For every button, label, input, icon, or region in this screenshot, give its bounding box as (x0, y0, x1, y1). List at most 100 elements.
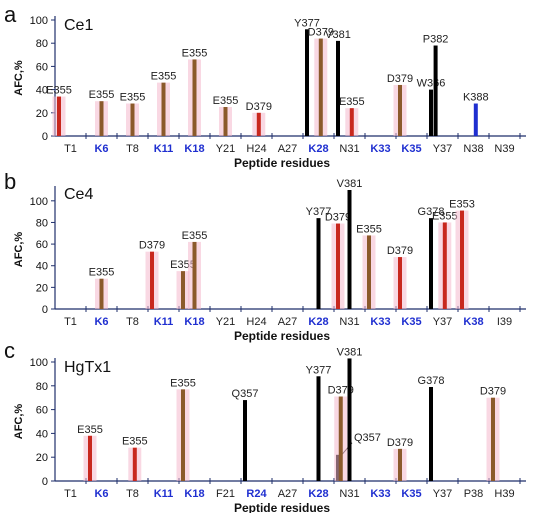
bar (223, 107, 228, 136)
bar-label: Y377 (294, 17, 320, 29)
bar (433, 45, 438, 136)
bar (338, 396, 343, 481)
bar-label: V381 (337, 178, 363, 190)
bar-label: D379 (387, 437, 413, 449)
x-category-label: K11 (154, 316, 174, 328)
x-category-label: K28 (308, 143, 328, 155)
x-category-label: Y37 (433, 488, 453, 500)
x-category-label: F21 (216, 488, 235, 500)
x-category-label: T1 (64, 316, 77, 328)
bar (336, 223, 340, 309)
y-tick-label: 40 (36, 261, 48, 273)
x-category-label: T1 (64, 488, 77, 500)
bar-label: G378 (418, 206, 445, 218)
x-category-label: H24 (246, 143, 266, 155)
bar (181, 389, 185, 481)
bar (181, 271, 185, 309)
panel-b: b Ce4 0 20 40 60 80 100 AFC,% T1 K6 T8 K11 K18 Y21 H24 A… (4, 169, 526, 343)
y-tick-label: 80 (36, 217, 48, 229)
bar-label: Q357 (354, 432, 381, 444)
x-category-label: K35 (401, 488, 421, 500)
panel-a: a Ce1 0 20 40 60 80 100 AFC,% T1 K6 T8 K11 K18 Y21 H24 A… (4, 2, 526, 170)
y-tick-label: 20 (36, 452, 48, 464)
bar (460, 210, 464, 309)
bar (161, 82, 166, 136)
y-tick-label: 40 (36, 428, 48, 440)
y-axis-label: AFC,% (13, 404, 25, 440)
x-category-label: N38 (463, 143, 483, 155)
bar-label: V381 (325, 29, 351, 41)
y-axis-label: AFC,% (13, 232, 25, 268)
x-category-label: A27 (278, 488, 298, 500)
bar-label: E355 (46, 85, 72, 97)
bar-label: D379 (387, 245, 413, 257)
x-category-label: T1 (64, 143, 77, 155)
x-category-label: K18 (184, 143, 204, 155)
bar-label: P382 (423, 34, 449, 46)
panel-c: c HgTx1 0 20 40 60 80 100 AFC,% T1 K6 T8 K11 K18 F21 R2… (4, 338, 526, 513)
bar-label: E355 (182, 47, 208, 59)
bar-label: E353 (449, 199, 475, 211)
y-tick-label: 0 (42, 304, 48, 316)
x-category-label: I39 (497, 316, 512, 328)
x-category-label: K11 (154, 143, 174, 155)
x-category-label: K33 (370, 143, 390, 155)
x-category-label: N31 (339, 316, 359, 328)
x-category-label: T8 (126, 316, 139, 328)
bar (491, 397, 495, 481)
x-category-label: R24 (246, 488, 267, 500)
bar (256, 112, 261, 136)
y-tick-label: 60 (36, 239, 48, 251)
bar (57, 96, 61, 136)
bar-label: E355 (356, 223, 382, 235)
x-category-label: Y37 (433, 143, 453, 155)
y-tick-label: 0 (42, 476, 48, 488)
panel-label: HgTx1 (64, 359, 111, 376)
x-category-label: K35 (401, 316, 421, 328)
y-tick-label: 80 (36, 381, 48, 393)
bar-label: E355 (151, 71, 177, 83)
y-tick-label: 100 (30, 15, 48, 27)
x-category-label: H24 (246, 316, 266, 328)
x-category-label: T8 (126, 488, 139, 500)
bar-label: E355 (89, 267, 115, 279)
bar-label: G378 (418, 375, 445, 387)
y-tick-label: 40 (36, 85, 48, 97)
x-category-label: K18 (184, 488, 204, 500)
x-category-label: K28 (308, 316, 328, 328)
bar-label: Q357 (232, 388, 259, 400)
bar-label: E355 (213, 95, 239, 107)
y-tick-label: 100 (30, 357, 48, 369)
bar-label: Y377 (306, 364, 332, 376)
y-tick-label: 60 (36, 61, 48, 73)
bar (88, 435, 92, 481)
panel-label: Ce1 (64, 17, 93, 34)
x-category-label: Y21 (216, 316, 236, 328)
x-category-label: K6 (94, 316, 108, 328)
bar (192, 241, 197, 309)
x-axis-title: Peptide residues (234, 156, 330, 170)
x-category-label: N31 (339, 488, 359, 500)
x-category-label: K18 (184, 316, 204, 328)
y-tick-label: 0 (42, 131, 48, 143)
bar (305, 29, 309, 137)
bar (398, 257, 402, 309)
bar (130, 103, 135, 136)
x-axis-title: Peptide residues (234, 501, 330, 513)
bar (429, 386, 433, 481)
bar-label: V381 (337, 346, 363, 358)
x-category-label: K33 (370, 488, 390, 500)
bar-label: D379 (246, 101, 272, 113)
x-category-label: K35 (401, 143, 421, 155)
bar-label: E355 (170, 377, 196, 389)
bar-label: E355 (339, 96, 365, 108)
x-category-label: H39 (494, 488, 514, 500)
x-category-label: K28 (308, 488, 328, 500)
bar (243, 400, 247, 481)
bar-label: E355 (89, 89, 115, 101)
bar-label: D379 (328, 385, 354, 397)
bar (192, 59, 197, 136)
y-tick-label: 80 (36, 38, 48, 50)
bar (318, 38, 323, 137)
